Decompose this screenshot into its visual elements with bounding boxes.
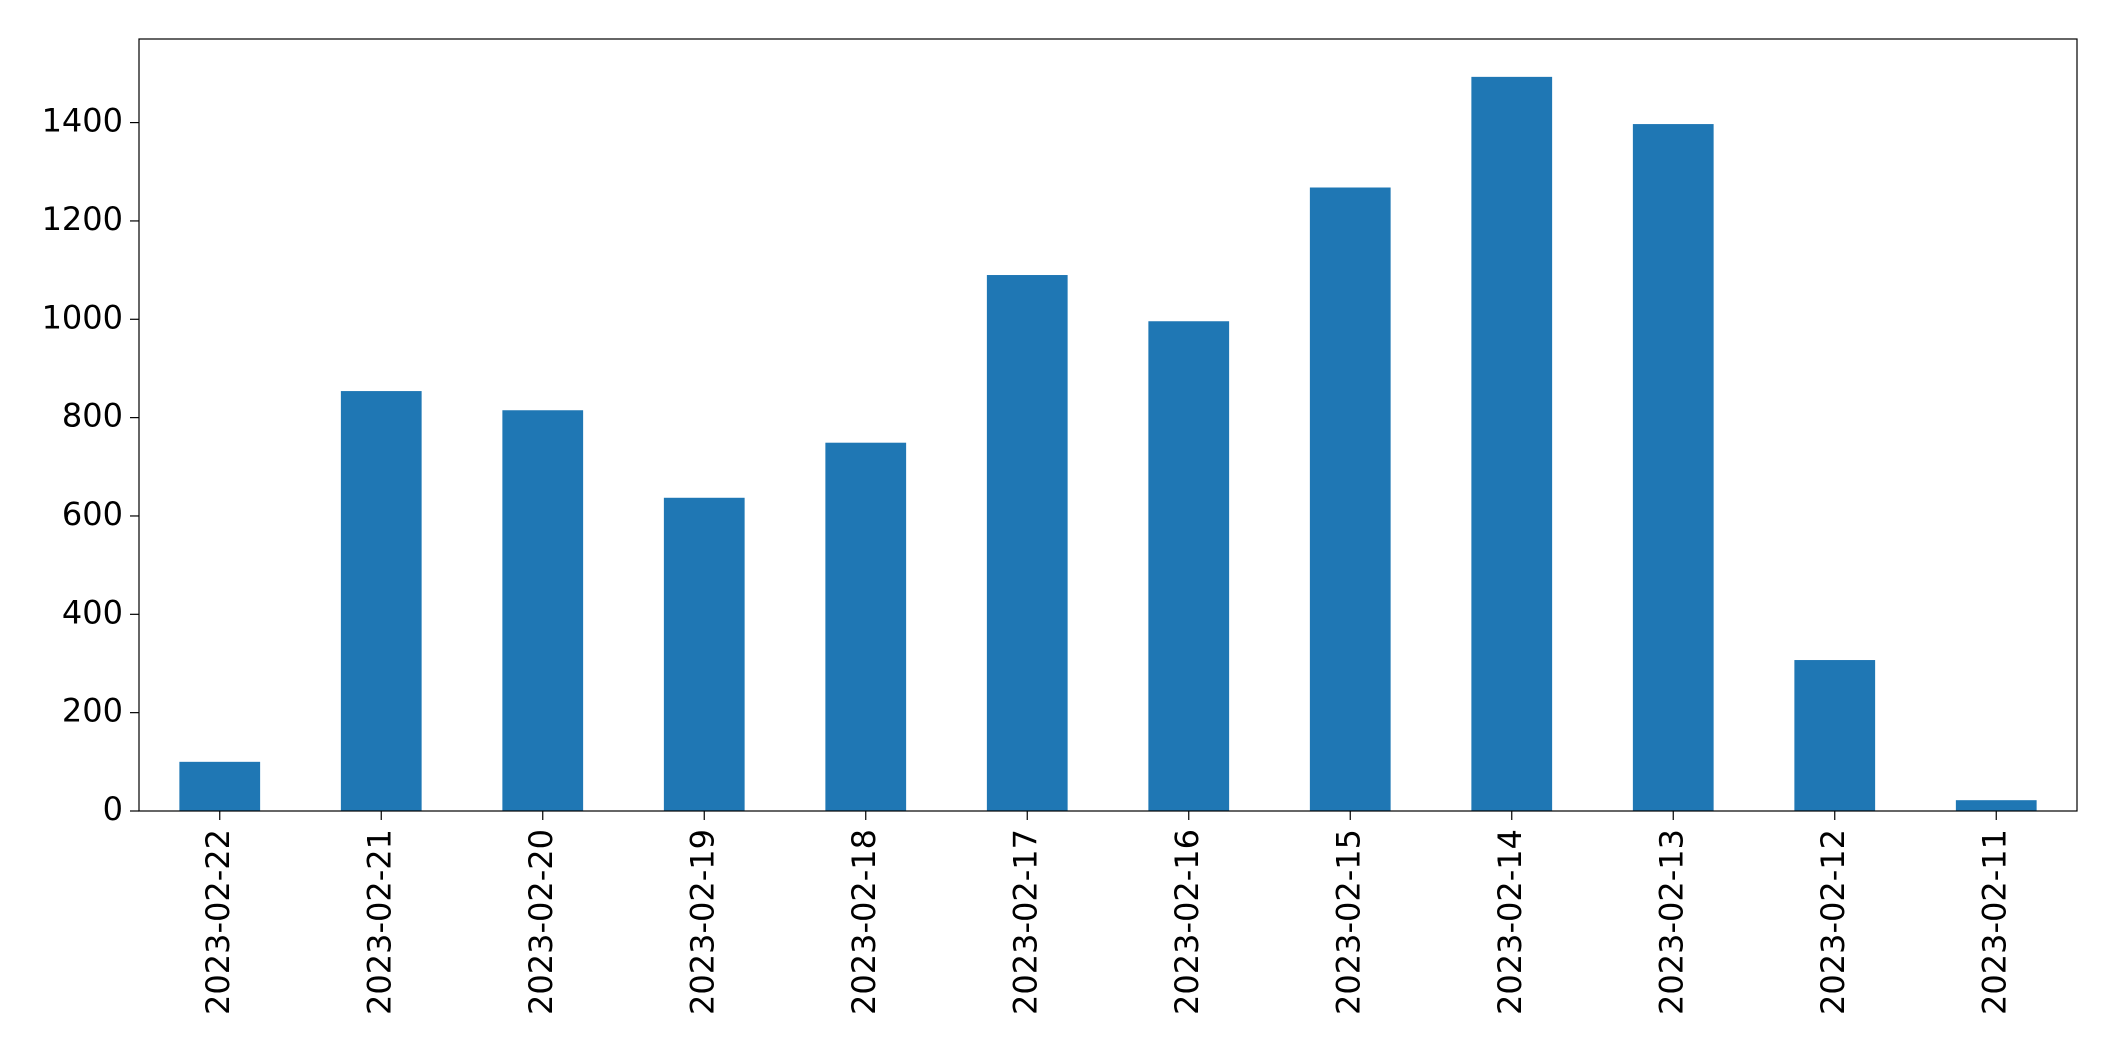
bar (986, 275, 1068, 811)
x-tick-label: 2023-02-15 (1329, 829, 1367, 1015)
bar (502, 410, 584, 811)
x-tick-label: 2023-02-22 (199, 829, 237, 1015)
y-tick-label: 800 (62, 397, 123, 435)
y-tick-label: 1200 (42, 200, 123, 238)
bar (1794, 660, 1876, 811)
x-tick-label: 2023-02-12 (1814, 829, 1852, 1015)
x-tick-label: 2023-02-19 (683, 829, 721, 1015)
x-tick-label: 2023-02-14 (1491, 829, 1529, 1015)
bar (663, 497, 745, 811)
bar (1632, 124, 1714, 812)
y-tick-label: 600 (62, 495, 123, 533)
bar (1309, 187, 1391, 811)
x-tick-label: 2023-02-20 (522, 829, 560, 1015)
bar (1955, 800, 2037, 811)
plot-frame (138, 38, 2078, 812)
bar (1148, 321, 1230, 811)
y-tick-label: 400 (62, 593, 123, 631)
y-tick-label: 0 (103, 790, 123, 828)
y-tick-label: 200 (62, 692, 123, 730)
x-tick-label: 2023-02-16 (1168, 829, 1206, 1015)
x-tick-label: 2023-02-13 (1652, 829, 1690, 1015)
x-tick-label: 2023-02-11 (1975, 829, 2013, 1015)
x-tick-label: 2023-02-18 (845, 829, 883, 1015)
x-tick-label: 2023-02-17 (1006, 829, 1044, 1015)
y-tick-label: 1400 (42, 102, 123, 140)
bar (179, 761, 261, 811)
y-tick-label: 1000 (42, 298, 123, 336)
bar (825, 442, 907, 811)
bar (1471, 76, 1553, 811)
bar (340, 391, 422, 811)
x-tick-label: 2023-02-21 (360, 829, 398, 1015)
